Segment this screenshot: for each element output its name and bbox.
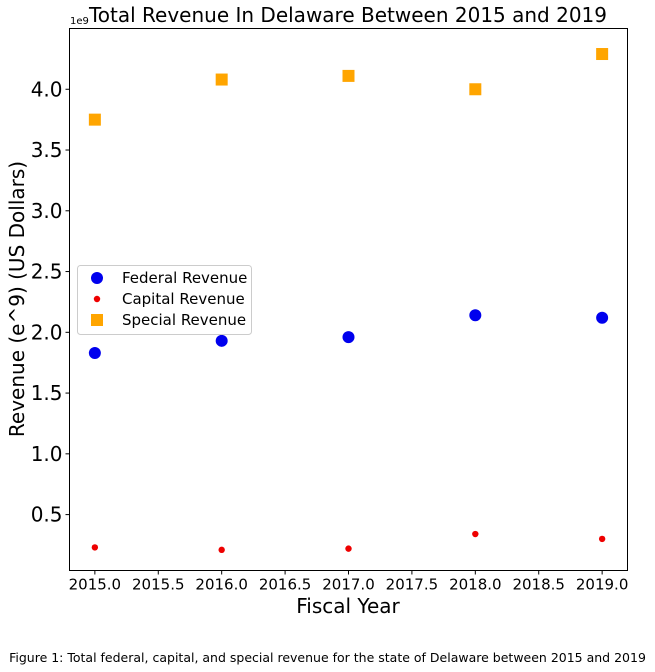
y-tick-label: 2.5	[31, 260, 63, 284]
special-revenue-point	[342, 69, 355, 82]
y-tick-label: 3.0	[31, 199, 63, 223]
figure-caption: Figure 1: Total federal, capital, and sp…	[9, 650, 646, 665]
federal-revenue-point	[215, 334, 228, 347]
x-tick-label: 2016.0	[195, 576, 248, 594]
federal-revenue-point	[596, 311, 609, 324]
federal-revenue-legend-marker	[91, 272, 103, 284]
special-revenue-legend-label: Special Revenue	[122, 311, 246, 329]
x-tick-label: 2016.5	[259, 576, 312, 594]
y-offset-label: 1e9	[70, 16, 89, 27]
y-tick-label: 3.5	[31, 138, 63, 162]
special-revenue-point	[469, 83, 482, 96]
x-tick-label: 2017.5	[386, 576, 439, 594]
capital-revenue-point	[472, 530, 479, 538]
capital-revenue-point	[91, 544, 99, 551]
y-tick-label: 0.5	[31, 503, 63, 527]
special-revenue-point	[215, 73, 228, 86]
x-tick-label: 2015.5	[132, 576, 185, 594]
x-axis-ticks: 2015.0 2015.5 2016.0 2016.5 2017.0 2017.5 2018…	[69, 570, 629, 594]
capital-revenue-legend-marker	[93, 295, 101, 303]
capital-revenue-point	[345, 545, 352, 552]
capital-revenue-point	[598, 535, 606, 543]
y-tick-label: 2.0	[31, 320, 63, 344]
x-tick-label: 2019.0	[576, 576, 629, 594]
capital-revenue-point	[218, 546, 225, 554]
x-tick-label: 2018.0	[449, 576, 502, 594]
federal-revenue-point	[469, 309, 482, 322]
y-tick-label: 1.5	[31, 381, 63, 405]
x-tick-label: 2018.5	[512, 576, 565, 594]
x-axis-label: Fiscal Year	[296, 594, 400, 618]
y-axis-ticks: 0.5 1.0 1.5 2.0 2.5 3.0 3.5 4.0	[31, 77, 70, 527]
data-points	[88, 48, 609, 554]
y-tick-label: 1.0	[31, 442, 63, 466]
x-tick-label: 2017.0	[322, 576, 375, 594]
chart: Total Revenue In Delaware Between 2015 a…	[5, 3, 629, 618]
special-revenue-legend-marker	[91, 314, 103, 326]
federal-revenue-point	[88, 346, 101, 359]
legend-box	[77, 265, 252, 335]
special-revenue-point	[88, 113, 101, 126]
x-tick-label: 2015.0	[69, 576, 122, 594]
federal-revenue-legend-label: Federal Revenue	[122, 269, 247, 287]
capital-revenue-legend-label: Capital Revenue	[122, 290, 245, 308]
special-revenue-point	[596, 48, 609, 61]
chart-title: Total Revenue In Delaware Between 2015 a…	[88, 3, 607, 27]
y-tick-label: 4.0	[31, 77, 63, 101]
legend: Federal Revenue Capital Revenue Special Re…	[77, 265, 252, 335]
federal-revenue-point	[342, 331, 355, 344]
y-axis-label: Revenue (e^9) (US Dollars)	[5, 161, 29, 437]
